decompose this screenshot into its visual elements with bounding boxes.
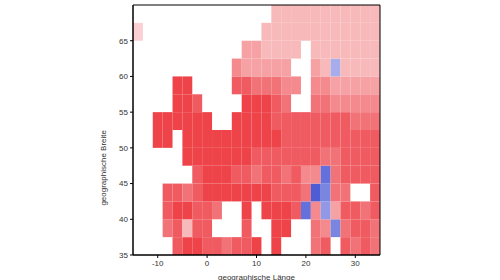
svg-text:65: 65 — [119, 37, 128, 46]
svg-text:40: 40 — [119, 215, 128, 224]
svg-text:0: 0 — [205, 259, 210, 268]
svg-text:20: 20 — [301, 259, 310, 268]
svg-text:-10: -10 — [152, 259, 164, 268]
svg-text:50: 50 — [119, 144, 128, 153]
svg-text:35: 35 — [119, 251, 128, 260]
svg-text:geographische Länge: geographische Länge — [218, 273, 296, 280]
svg-text:10: 10 — [252, 259, 261, 268]
svg-text:60: 60 — [119, 72, 128, 81]
svg-text:55: 55 — [119, 108, 128, 117]
svg-text:geographische Breite: geographische Breite — [99, 129, 108, 205]
svg-text:30: 30 — [351, 259, 360, 268]
svg-text:45: 45 — [119, 179, 128, 188]
